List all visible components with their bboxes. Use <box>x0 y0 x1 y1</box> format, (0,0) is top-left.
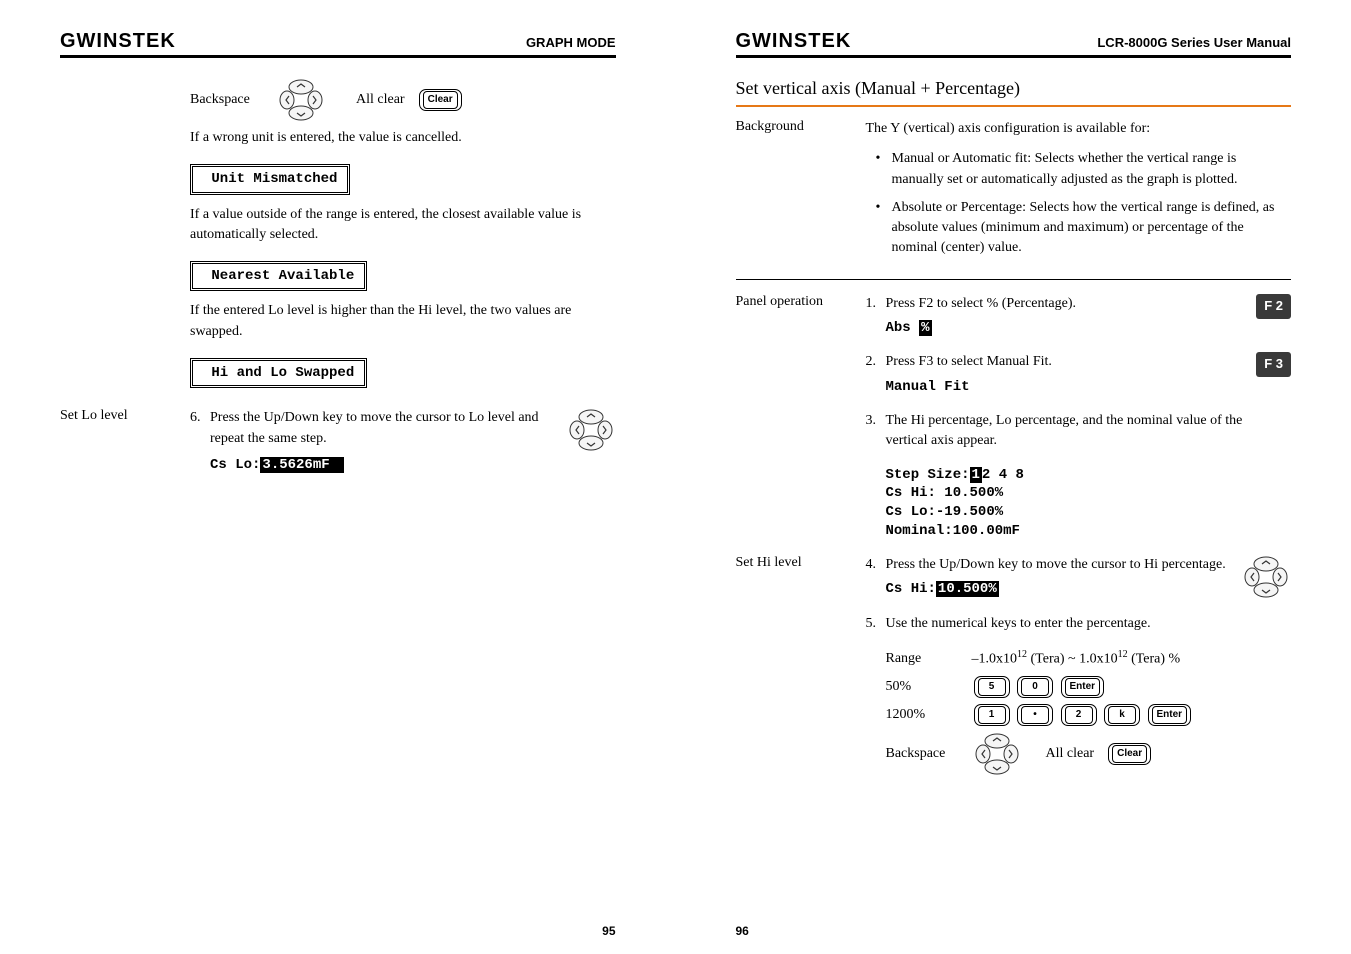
step-number: 6. <box>190 408 210 428</box>
backspace-label: Backspace <box>886 744 972 764</box>
step6-text: Press the Up/Down key to move the cursor… <box>210 410 539 445</box>
step-number: 1. <box>866 294 886 314</box>
allclear-label: All clear <box>1046 744 1095 764</box>
ex1200-label: 1200% <box>886 705 972 725</box>
out-of-range-text: If a value outside of the range is enter… <box>190 205 616 246</box>
step-number: 3. <box>866 411 886 431</box>
cs-lo-prefix: Cs Lo: <box>210 457 260 473</box>
clear-key: Clear <box>419 89 462 111</box>
cs-lo-value: 3.5626mF <box>260 457 331 473</box>
header-title: GRAPH MODE <box>526 35 616 50</box>
brand-logo: GWINSTEK <box>60 30 176 53</box>
key-2: 2 <box>1061 704 1097 726</box>
clear-key: Clear <box>1108 743 1151 765</box>
set-hi-level-label: Set Hi level <box>736 555 866 782</box>
range-value: –1.0x1012 (Tera) ~ 1.0x1012 (Tera) % <box>972 648 1181 670</box>
bg-bullet: Manual or Automatic fit: Selects whether… <box>880 149 1292 190</box>
key-k: k <box>1104 704 1140 726</box>
step2-text: Press F3 to select Manual Fit. <box>886 354 1052 369</box>
key-5: 5 <box>974 676 1010 698</box>
thin-rule <box>736 279 1292 280</box>
f2-key: F 2 <box>1256 294 1291 319</box>
arrow-pad-icon <box>276 78 326 122</box>
arrow-pad-icon <box>566 408 616 452</box>
step1-text: Press F2 to select % (Percentage). <box>886 296 1077 311</box>
lcd-hi-lo-swapped: Hi and Lo Swapped <box>190 358 367 388</box>
step1-pct: % <box>919 320 931 336</box>
bg-bullet: Absolute or Percentage: Selects how the … <box>880 198 1292 259</box>
right-page: GWINSTEK LCR-8000G Series User Manual Se… <box>676 0 1351 954</box>
background-label: Background <box>736 119 866 269</box>
section-title: Set vertical axis (Manual + Percentage) <box>736 78 1292 99</box>
lcd-unit-mismatched: Unit Mismatched <box>190 164 350 194</box>
page-header: GWINSTEK GRAPH MODE <box>60 30 616 58</box>
wrong-unit-text: If a wrong unit is entered, the value is… <box>190 128 616 148</box>
step4-prefix: Cs Hi: <box>886 581 936 597</box>
orange-rule <box>736 105 1292 107</box>
step1-abs: Abs <box>886 320 911 336</box>
header-title: LCR-8000G Series User Manual <box>1097 35 1291 50</box>
left-page: GWINSTEK GRAPH MODE Backspace <box>0 0 676 954</box>
allclear-label: All clear <box>356 90 405 110</box>
step5-text: Use the numerical keys to enter the perc… <box>886 616 1151 631</box>
key-dot: • <box>1017 704 1053 726</box>
lcd-nearest-available: Nearest Available <box>190 261 367 291</box>
key-enter: Enter <box>1061 676 1105 698</box>
panel-operation-label: Panel operation <box>736 294 866 545</box>
f3-key: F 3 <box>1256 352 1291 377</box>
key-enter: Enter <box>1148 704 1192 726</box>
brand-logo: GWINSTEK <box>736 30 852 53</box>
step-number: 5. <box>866 614 886 634</box>
arrow-pad-icon <box>1241 555 1291 599</box>
step3-mono-block: Step Size:12 4 8 Cs Hi: 10.500% Cs Lo:-1… <box>886 466 1292 542</box>
step2-mono: Manual Fit <box>886 377 1249 397</box>
page-number: 96 <box>736 924 749 938</box>
step4-value: 10.500% <box>936 581 999 597</box>
step-number: 2. <box>866 352 886 372</box>
step-number: 4. <box>866 555 886 575</box>
step4-text: Press the Up/Down key to move the cursor… <box>886 557 1226 572</box>
page-number: 95 <box>602 924 615 938</box>
ex50-label: 50% <box>886 677 972 697</box>
key-1: 1 <box>974 704 1010 726</box>
range-label: Range <box>886 649 972 669</box>
key-0: 0 <box>1017 676 1053 698</box>
bg-intro: The Y (vertical) axis configuration is a… <box>866 119 1292 139</box>
arrow-pad-icon <box>972 732 1022 776</box>
backspace-label: Backspace <box>190 90 276 110</box>
swapped-text: If the entered Lo level is higher than t… <box>190 301 616 342</box>
page-header: GWINSTEK LCR-8000G Series User Manual <box>736 30 1292 58</box>
set-lo-level-label: Set Lo level <box>60 408 190 489</box>
step3-text: The Hi percentage, Lo percentage, and th… <box>886 413 1243 448</box>
